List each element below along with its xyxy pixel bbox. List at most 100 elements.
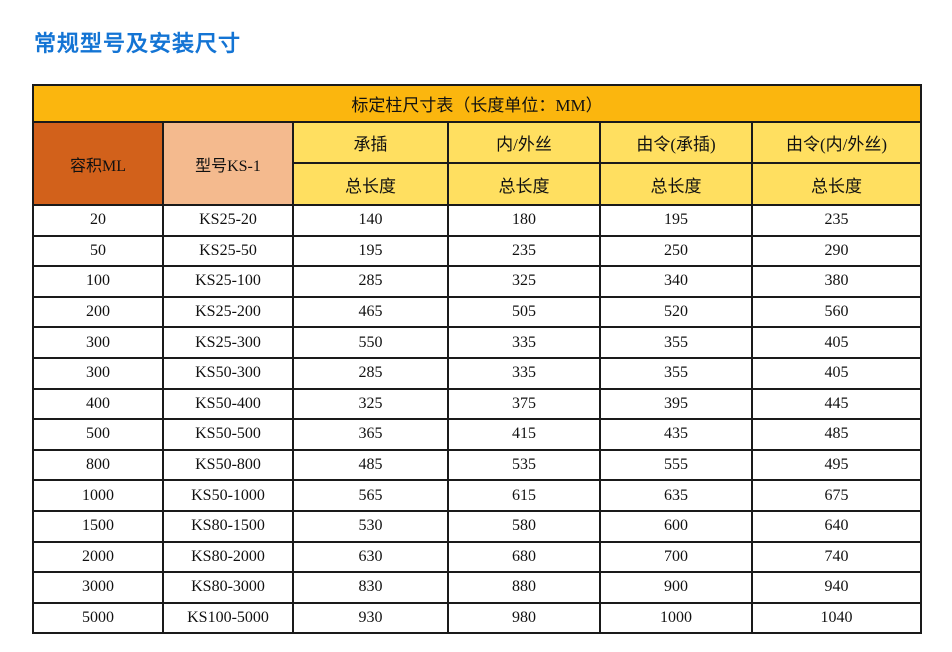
table-row: 1000 KS50-1000 565 615 635 675 <box>32 479 923 512</box>
volume-cell: 1000 <box>32 479 164 512</box>
volume-cell: 20 <box>32 204 164 237</box>
thread-length-cell: 615 <box>447 479 601 512</box>
socket-length-cell: 285 <box>292 356 449 390</box>
table-header: 标定柱尺寸表（长度单位：MM） 容积ML 型号KS-1 承插 内/外丝 由令(承… <box>31 84 923 206</box>
socket-length-cell: 465 <box>292 295 449 329</box>
subheader-total-length-1: 总长度 <box>292 162 449 206</box>
table-row: 500 KS50-500 365 415 435 485 <box>32 418 923 451</box>
caption-row: 标定柱尺寸表（长度单位：MM） <box>31 84 923 123</box>
volume-cell: 300 <box>32 356 164 390</box>
model-cell: KS100-5000 <box>162 601 294 635</box>
union-thread-length-cell: 740 <box>750 540 923 574</box>
table-body: 20 KS25-20 140 180 195 235 50 KS25-50 195 235 250 2… <box>32 204 923 635</box>
page: 常规型号及安装尺寸 标定柱尺寸表（长度单位：MM） 容积ML 型号KS-1 承插… <box>31 31 923 635</box>
socket-length-cell: 485 <box>292 448 449 482</box>
union-thread-length-cell: 1040 <box>750 601 923 635</box>
socket-length-cell: 930 <box>292 601 449 635</box>
table-row: 2000 KS80-2000 630 680 700 740 <box>32 540 923 574</box>
thread-length-cell: 535 <box>447 448 601 482</box>
group-header-thread: 内/外丝 <box>447 121 601 164</box>
union-thread-length-cell: 405 <box>750 326 923 359</box>
model-cell: KS50-500 <box>162 418 294 451</box>
group-header-socket: 承插 <box>292 121 449 164</box>
union-thread-length-cell: 405 <box>750 356 923 390</box>
model-cell: KS50-400 <box>162 387 294 421</box>
union-socket-length-cell: 900 <box>599 571 753 604</box>
union-thread-length-cell: 380 <box>750 265 923 298</box>
table-row: 5000 KS100-5000 930 980 1000 1040 <box>32 601 923 635</box>
subheader-total-length-2: 总长度 <box>447 162 601 206</box>
table-row: 400 KS50-400 325 375 395 445 <box>32 387 923 421</box>
group-header-union-thread: 由令(内/外丝) <box>750 121 923 164</box>
thread-length-cell: 415 <box>447 418 601 451</box>
model-cell: KS25-100 <box>162 265 294 298</box>
table-row: 300 KS50-300 285 335 355 405 <box>32 356 923 390</box>
table-caption: 标定柱尺寸表（长度单位：MM） <box>31 84 923 123</box>
model-cell: KS25-300 <box>162 326 294 359</box>
group-header-union-socket: 由令(承插) <box>599 121 753 164</box>
union-socket-length-cell: 1000 <box>599 601 753 635</box>
model-cell: KS25-50 <box>162 234 294 268</box>
spec-table: 标定柱尺寸表（长度单位：MM） 容积ML 型号KS-1 承插 内/外丝 由令(承… <box>31 84 923 635</box>
union-socket-length-cell: 435 <box>599 418 753 451</box>
volume-cell: 200 <box>32 295 164 329</box>
union-socket-length-cell: 250 <box>599 234 753 268</box>
union-thread-length-cell: 940 <box>750 571 923 604</box>
union-thread-length-cell: 675 <box>750 479 923 512</box>
union-socket-length-cell: 395 <box>599 387 753 421</box>
model-cell: KS50-300 <box>162 356 294 390</box>
union-socket-length-cell: 520 <box>599 295 753 329</box>
union-thread-length-cell: 495 <box>750 448 923 482</box>
union-socket-length-cell: 635 <box>599 479 753 512</box>
model-cell: KS25-20 <box>162 204 294 237</box>
table-row: 800 KS50-800 485 535 555 495 <box>32 448 923 482</box>
thread-length-cell: 880 <box>447 571 601 604</box>
thread-length-cell: 335 <box>447 326 601 359</box>
thread-length-cell: 180 <box>447 204 601 237</box>
union-thread-length-cell: 290 <box>750 234 923 268</box>
socket-length-cell: 830 <box>292 571 449 604</box>
volume-column-header: 容积ML <box>32 121 164 206</box>
union-socket-length-cell: 600 <box>599 509 753 543</box>
union-socket-length-cell: 700 <box>599 540 753 574</box>
thread-length-cell: 580 <box>447 509 601 543</box>
union-socket-length-cell: 340 <box>599 265 753 298</box>
socket-length-cell: 630 <box>292 540 449 574</box>
volume-cell: 100 <box>32 265 164 298</box>
volume-cell: 300 <box>32 326 164 359</box>
union-socket-length-cell: 555 <box>599 448 753 482</box>
thread-length-cell: 325 <box>447 265 601 298</box>
volume-cell: 50 <box>32 234 164 268</box>
volume-cell: 2000 <box>32 540 164 574</box>
model-cell: KS50-800 <box>162 448 294 482</box>
union-thread-length-cell: 445 <box>750 387 923 421</box>
group-header-row: 容积ML 型号KS-1 承插 内/外丝 由令(承插) 由令(内/外丝) <box>32 121 923 206</box>
socket-length-cell: 530 <box>292 509 449 543</box>
thread-length-cell: 375 <box>447 387 601 421</box>
socket-length-cell: 285 <box>292 265 449 298</box>
subheader-row: 总长度 总长度 总长度 总长度 <box>33 162 923 206</box>
subheader-total-length-4: 总长度 <box>750 162 923 206</box>
model-cell: KS25-200 <box>162 295 294 329</box>
table-row: 300 KS25-300 550 335 355 405 <box>32 326 923 359</box>
volume-cell: 800 <box>32 448 164 482</box>
socket-length-cell: 365 <box>292 418 449 451</box>
volume-cell: 5000 <box>32 601 164 635</box>
socket-length-cell: 325 <box>292 387 449 421</box>
model-cell: KS80-2000 <box>162 540 294 574</box>
union-socket-length-cell: 195 <box>599 204 753 237</box>
volume-cell: 500 <box>32 418 164 451</box>
union-thread-length-cell: 560 <box>750 295 923 329</box>
socket-length-cell: 195 <box>292 234 449 268</box>
table-row: 3000 KS80-3000 830 880 900 940 <box>32 571 923 604</box>
socket-length-cell: 565 <box>292 479 449 512</box>
table-row: 50 KS25-50 195 235 250 290 <box>32 234 923 268</box>
volume-cell: 400 <box>32 387 164 421</box>
table-row: 100 KS25-100 285 325 340 380 <box>32 265 923 298</box>
page-title: 常规型号及安装尺寸 <box>34 31 242 56</box>
model-cell: KS80-1500 <box>162 509 294 543</box>
union-socket-length-cell: 355 <box>599 356 753 390</box>
model-column-header: 型号KS-1 <box>162 121 294 206</box>
subheader-total-length-3: 总长度 <box>599 162 753 206</box>
thread-length-cell: 235 <box>447 234 601 268</box>
